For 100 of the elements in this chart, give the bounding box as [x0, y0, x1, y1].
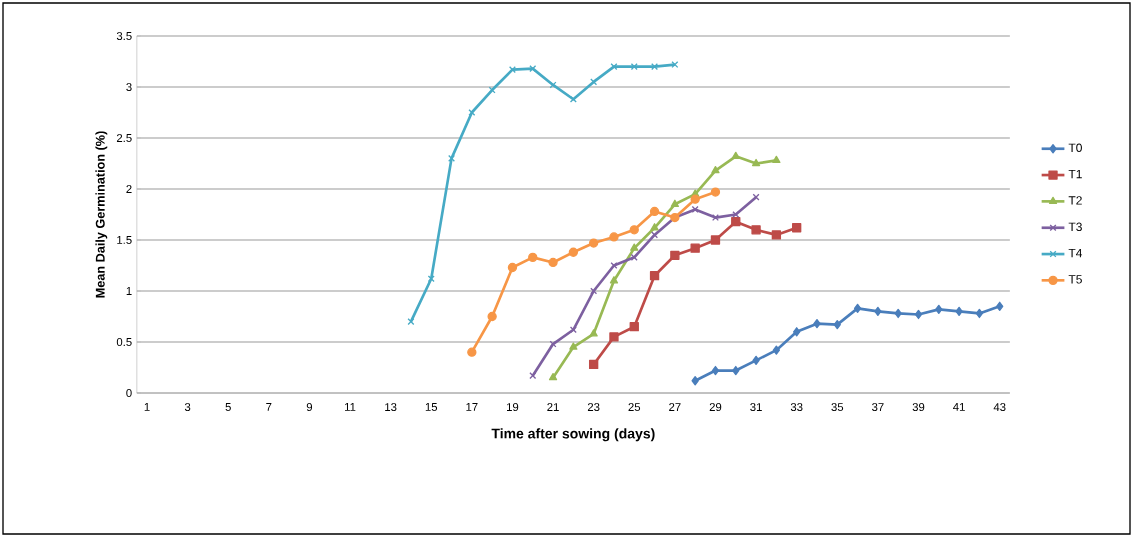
x-tick-label: 35	[831, 403, 844, 412]
point	[568, 247, 579, 257]
point	[649, 271, 660, 281]
point	[731, 216, 741, 227]
point	[670, 250, 680, 260]
point	[792, 223, 802, 233]
point	[731, 151, 740, 160]
point	[975, 308, 984, 319]
point	[407, 318, 415, 326]
point	[610, 63, 618, 71]
point	[935, 304, 943, 315]
point	[548, 373, 558, 381]
point	[732, 365, 740, 376]
y-tick-label: 1.5	[117, 236, 132, 244]
point	[772, 345, 781, 355]
point	[751, 225, 761, 235]
x-tick-label: 25	[628, 403, 641, 412]
y-tick-label: 3.5	[116, 32, 132, 41]
x-tick-label: 17	[466, 403, 478, 411]
y-tick-label: 2.5	[116, 134, 132, 143]
point	[529, 372, 537, 380]
x-tick-label: 9	[306, 403, 313, 412]
point	[609, 232, 619, 242]
point	[589, 329, 598, 337]
point	[487, 311, 497, 322]
point	[448, 154, 456, 162]
point	[690, 194, 700, 204]
point	[629, 322, 639, 332]
point	[813, 318, 821, 329]
y-tick-label: 1	[126, 287, 132, 295]
point	[691, 205, 699, 213]
point	[710, 235, 721, 245]
legend-label: T4	[1068, 248, 1083, 258]
point	[771, 230, 782, 240]
x-tick-label: 37	[872, 403, 884, 412]
point	[751, 158, 761, 167]
point	[630, 253, 638, 261]
legend-label: T1	[1068, 169, 1082, 179]
point	[508, 66, 516, 74]
legend-label: T3	[1068, 222, 1082, 232]
point	[670, 199, 679, 207]
x-tick-label: 43	[993, 403, 1006, 412]
point	[468, 109, 476, 116]
point	[874, 306, 882, 317]
point	[671, 61, 679, 69]
x-tick-label: 5	[225, 403, 231, 411]
legend-label: T2	[1068, 196, 1082, 205]
point	[590, 287, 598, 295]
x-tick-label: 21	[547, 403, 559, 411]
point	[588, 359, 599, 370]
point	[752, 193, 760, 201]
x-tick-label: 23	[587, 403, 600, 412]
point	[711, 165, 720, 174]
point	[650, 223, 659, 231]
x-axis-title: Time after sowing (days)	[491, 428, 655, 442]
point	[610, 262, 618, 269]
point	[629, 225, 639, 235]
x-tick-label: 19	[507, 403, 519, 412]
point	[710, 187, 721, 197]
x-tick-label: 27	[669, 403, 681, 411]
point	[467, 347, 477, 357]
point	[690, 243, 700, 253]
point	[569, 342, 578, 350]
point	[609, 332, 619, 342]
point	[548, 257, 558, 268]
point	[711, 365, 720, 376]
point	[996, 301, 1004, 311]
point	[955, 306, 963, 317]
point	[609, 276, 619, 284]
point	[529, 65, 537, 73]
point	[528, 252, 538, 263]
y-axis-title: Mean Daily Germination (%)	[95, 131, 108, 298]
point	[853, 303, 862, 314]
point	[630, 243, 639, 251]
point	[772, 155, 781, 164]
point	[630, 63, 638, 71]
x-tick-label: 15	[425, 403, 438, 411]
point	[732, 211, 740, 218]
point	[569, 326, 577, 334]
point	[752, 355, 760, 366]
x-tick-label: 41	[953, 403, 965, 411]
x-tick-label: 7	[266, 403, 272, 411]
y-tick-label: 0	[126, 389, 132, 398]
x-tick-label: 11	[345, 403, 356, 411]
y-tick-label: 0.5	[116, 338, 132, 347]
x-tick-label: 39	[912, 403, 925, 412]
x-tick-label: 3	[184, 403, 191, 412]
legend-label: T0	[1068, 143, 1082, 153]
point	[649, 206, 660, 217]
y-tick-label: 2	[126, 185, 132, 193]
point	[914, 309, 923, 320]
x-tick-label: 29	[709, 403, 722, 412]
point	[507, 262, 518, 273]
x-tick-label: 33	[790, 403, 803, 412]
x-tick-label: 31	[750, 403, 762, 412]
point	[651, 231, 659, 239]
point	[691, 376, 699, 386]
point	[793, 327, 801, 337]
x-tick-label: 1	[144, 403, 150, 411]
point	[588, 238, 599, 248]
